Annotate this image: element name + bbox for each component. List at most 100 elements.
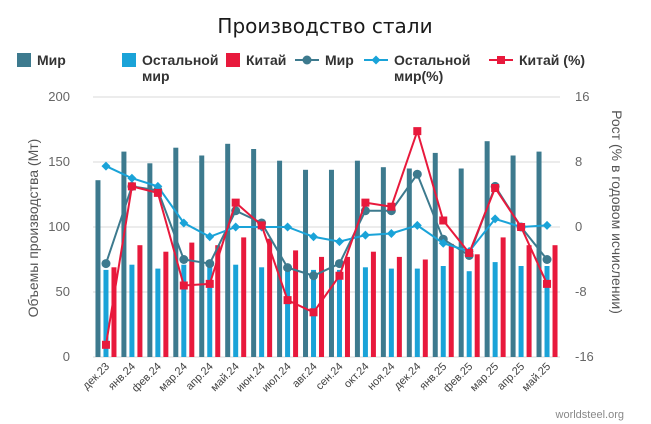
line-point: [179, 281, 188, 290]
line-point: [517, 223, 526, 231]
line-point: [205, 232, 215, 242]
line-point: [542, 220, 552, 230]
bar-world: [277, 160, 283, 357]
bar-world: [510, 155, 516, 357]
bar-rest-of-world: [414, 268, 420, 357]
line-point: [465, 249, 474, 257]
legend-label: Китай (%): [519, 52, 585, 68]
y2-tick-label: -16: [575, 349, 594, 364]
bar-rest-of-world: [285, 268, 291, 357]
line-point: [543, 279, 552, 288]
line-point: [542, 255, 552, 264]
line-point: [439, 216, 448, 225]
bar-china: [422, 259, 428, 357]
line-point: [153, 181, 163, 191]
x-tick-label: фев.25: [441, 361, 475, 395]
line-point: [153, 188, 162, 197]
bar-china: [344, 256, 350, 357]
line-point: [334, 259, 344, 269]
legend-label: Мир: [37, 52, 66, 68]
bar-world: [95, 180, 101, 357]
line-point: [205, 259, 215, 269]
bar-rest-of-world: [259, 267, 265, 357]
legend-marker: [371, 55, 381, 65]
line-point: [309, 308, 318, 317]
bar-world: [380, 167, 386, 357]
bar-rest-of-world: [103, 269, 109, 357]
x-tick-label: ноя.24: [365, 361, 397, 393]
bar-china: [111, 267, 117, 357]
bar-world: [484, 141, 490, 357]
chart-title: Производство стали: [217, 14, 432, 38]
gridlines: [93, 96, 560, 358]
line-point: [127, 182, 136, 191]
bar-rest-of-world: [492, 262, 498, 357]
bar-world: [328, 169, 334, 357]
line-point: [283, 296, 292, 305]
line-point: [257, 221, 266, 230]
x-tick-label: июл.24: [260, 361, 294, 395]
line-point: [361, 198, 370, 207]
lines: [101, 127, 552, 349]
bar-china: [189, 242, 195, 357]
legend-label: Остальной мир: [142, 52, 218, 84]
bar-rest-of-world: [155, 268, 161, 357]
bar-china: [267, 238, 273, 357]
x-tick-label: мар.24: [157, 361, 190, 394]
bar-world: [458, 168, 464, 357]
x-tick-label: дек.23: [81, 361, 113, 393]
line-point: [360, 230, 370, 240]
bar-world: [173, 147, 179, 357]
legend-label: Остальной мир(%): [394, 52, 470, 84]
bar-world: [251, 149, 257, 357]
x-tick-label: дек.24: [392, 361, 424, 393]
line-point: [179, 255, 189, 264]
bar-china: [215, 245, 221, 357]
bar-world: [199, 155, 205, 357]
bar-rest-of-world: [233, 264, 239, 357]
bar-rest-of-world: [388, 268, 394, 357]
y-tick-label: 200: [48, 89, 70, 104]
y2-tick-label: -8: [575, 284, 587, 299]
y-tick-label: 0: [63, 349, 70, 364]
line-point: [491, 184, 500, 192]
line-point: [127, 173, 137, 183]
y-axis-title: Объемы производства (Мт): [25, 139, 41, 318]
y-tick-label: 150: [48, 154, 70, 169]
x-tick-label: фев.24: [130, 361, 164, 395]
bar-rest-of-world: [440, 266, 446, 357]
bar-rest-of-world: [544, 266, 550, 357]
bar-china: [448, 243, 454, 357]
y2-axis-title: Рост (% в годовом исчислении): [609, 110, 625, 314]
line-point: [335, 271, 344, 280]
bar-rest-of-world: [181, 264, 187, 357]
bar-china: [370, 251, 376, 357]
line-point: [101, 161, 111, 171]
line-point: [283, 222, 293, 232]
series-line-china: [104, 127, 548, 345]
line-point: [101, 259, 111, 269]
line-point: [413, 127, 422, 136]
bar-world: [354, 160, 360, 357]
line-point: [438, 238, 448, 248]
legend-swatch: [17, 53, 31, 67]
line-point: [309, 271, 319, 281]
x-tick-label: май.25: [520, 361, 553, 394]
bar-china: [552, 245, 558, 357]
line-point: [386, 229, 396, 238]
bar-world: [432, 152, 438, 357]
legend-label: Китай: [246, 52, 286, 68]
bar-world: [303, 169, 309, 357]
bar-rest-of-world: [129, 264, 135, 357]
line-point: [387, 202, 396, 211]
bars: [95, 141, 558, 357]
y2-tick-label: 16: [575, 89, 589, 104]
line-point: [490, 214, 500, 224]
bar-rest-of-world: [518, 266, 524, 357]
y2-tick-label: 0: [575, 219, 582, 234]
legend-swatch: [122, 53, 136, 67]
x-tick-label: сен.24: [314, 361, 346, 393]
line-point: [412, 169, 422, 179]
